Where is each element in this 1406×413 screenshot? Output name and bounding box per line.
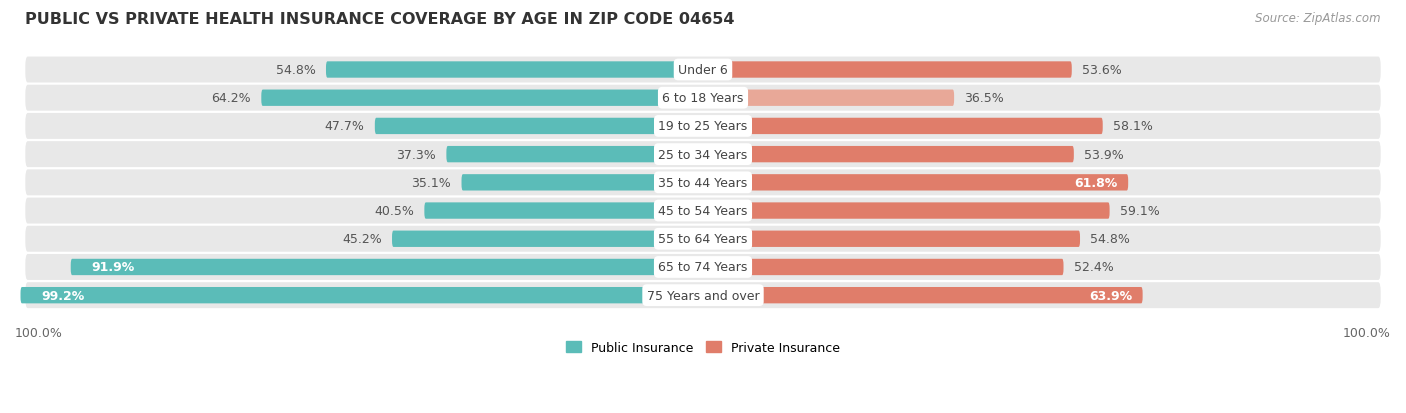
Text: 58.1%: 58.1% [1114,120,1153,133]
FancyBboxPatch shape [425,203,703,219]
FancyBboxPatch shape [703,259,1063,275]
FancyBboxPatch shape [703,203,1109,219]
Text: 6 to 18 Years: 6 to 18 Years [662,92,744,105]
Text: 45 to 54 Years: 45 to 54 Years [658,204,748,218]
FancyBboxPatch shape [25,170,1381,196]
FancyBboxPatch shape [25,85,1381,112]
FancyBboxPatch shape [703,119,1102,135]
Text: 75 Years and over: 75 Years and over [647,289,759,302]
FancyBboxPatch shape [461,175,703,191]
Text: 59.1%: 59.1% [1121,204,1160,218]
Text: 65 to 74 Years: 65 to 74 Years [658,261,748,274]
Text: 54.8%: 54.8% [1090,233,1130,246]
FancyBboxPatch shape [703,231,1080,247]
Legend: Public Insurance, Private Insurance: Public Insurance, Private Insurance [561,336,845,359]
FancyBboxPatch shape [25,57,1381,83]
FancyBboxPatch shape [703,62,1071,78]
Text: 35.1%: 35.1% [412,176,451,190]
FancyBboxPatch shape [25,254,1381,280]
FancyBboxPatch shape [703,147,1074,163]
Text: 91.9%: 91.9% [91,261,135,274]
Text: 52.4%: 52.4% [1074,261,1114,274]
Text: 61.8%: 61.8% [1074,176,1118,190]
Text: 25 to 34 Years: 25 to 34 Years [658,148,748,161]
FancyBboxPatch shape [25,114,1381,140]
FancyBboxPatch shape [703,90,955,107]
FancyBboxPatch shape [703,287,1143,304]
Text: 55 to 64 Years: 55 to 64 Years [658,233,748,246]
Text: 100.0%: 100.0% [15,326,63,339]
Text: 53.6%: 53.6% [1083,64,1122,77]
Text: 53.9%: 53.9% [1084,148,1123,161]
Text: Under 6: Under 6 [678,64,728,77]
Text: 37.3%: 37.3% [396,148,436,161]
FancyBboxPatch shape [25,198,1381,224]
FancyBboxPatch shape [326,62,703,78]
FancyBboxPatch shape [703,175,1128,191]
Text: Source: ZipAtlas.com: Source: ZipAtlas.com [1256,12,1381,25]
Text: 54.8%: 54.8% [276,64,316,77]
FancyBboxPatch shape [21,287,703,304]
Text: 100.0%: 100.0% [1343,326,1391,339]
FancyBboxPatch shape [392,231,703,247]
Text: 40.5%: 40.5% [374,204,413,218]
FancyBboxPatch shape [262,90,703,107]
Text: 19 to 25 Years: 19 to 25 Years [658,120,748,133]
Text: 47.7%: 47.7% [325,120,364,133]
Text: 99.2%: 99.2% [41,289,84,302]
FancyBboxPatch shape [446,147,703,163]
Text: 63.9%: 63.9% [1090,289,1132,302]
Text: PUBLIC VS PRIVATE HEALTH INSURANCE COVERAGE BY AGE IN ZIP CODE 04654: PUBLIC VS PRIVATE HEALTH INSURANCE COVER… [25,12,735,27]
FancyBboxPatch shape [25,142,1381,168]
Text: 45.2%: 45.2% [342,233,381,246]
Text: 36.5%: 36.5% [965,92,1004,105]
FancyBboxPatch shape [25,226,1381,252]
FancyBboxPatch shape [375,119,703,135]
FancyBboxPatch shape [25,282,1381,309]
Text: 35 to 44 Years: 35 to 44 Years [658,176,748,190]
FancyBboxPatch shape [70,259,703,275]
Text: 64.2%: 64.2% [211,92,252,105]
